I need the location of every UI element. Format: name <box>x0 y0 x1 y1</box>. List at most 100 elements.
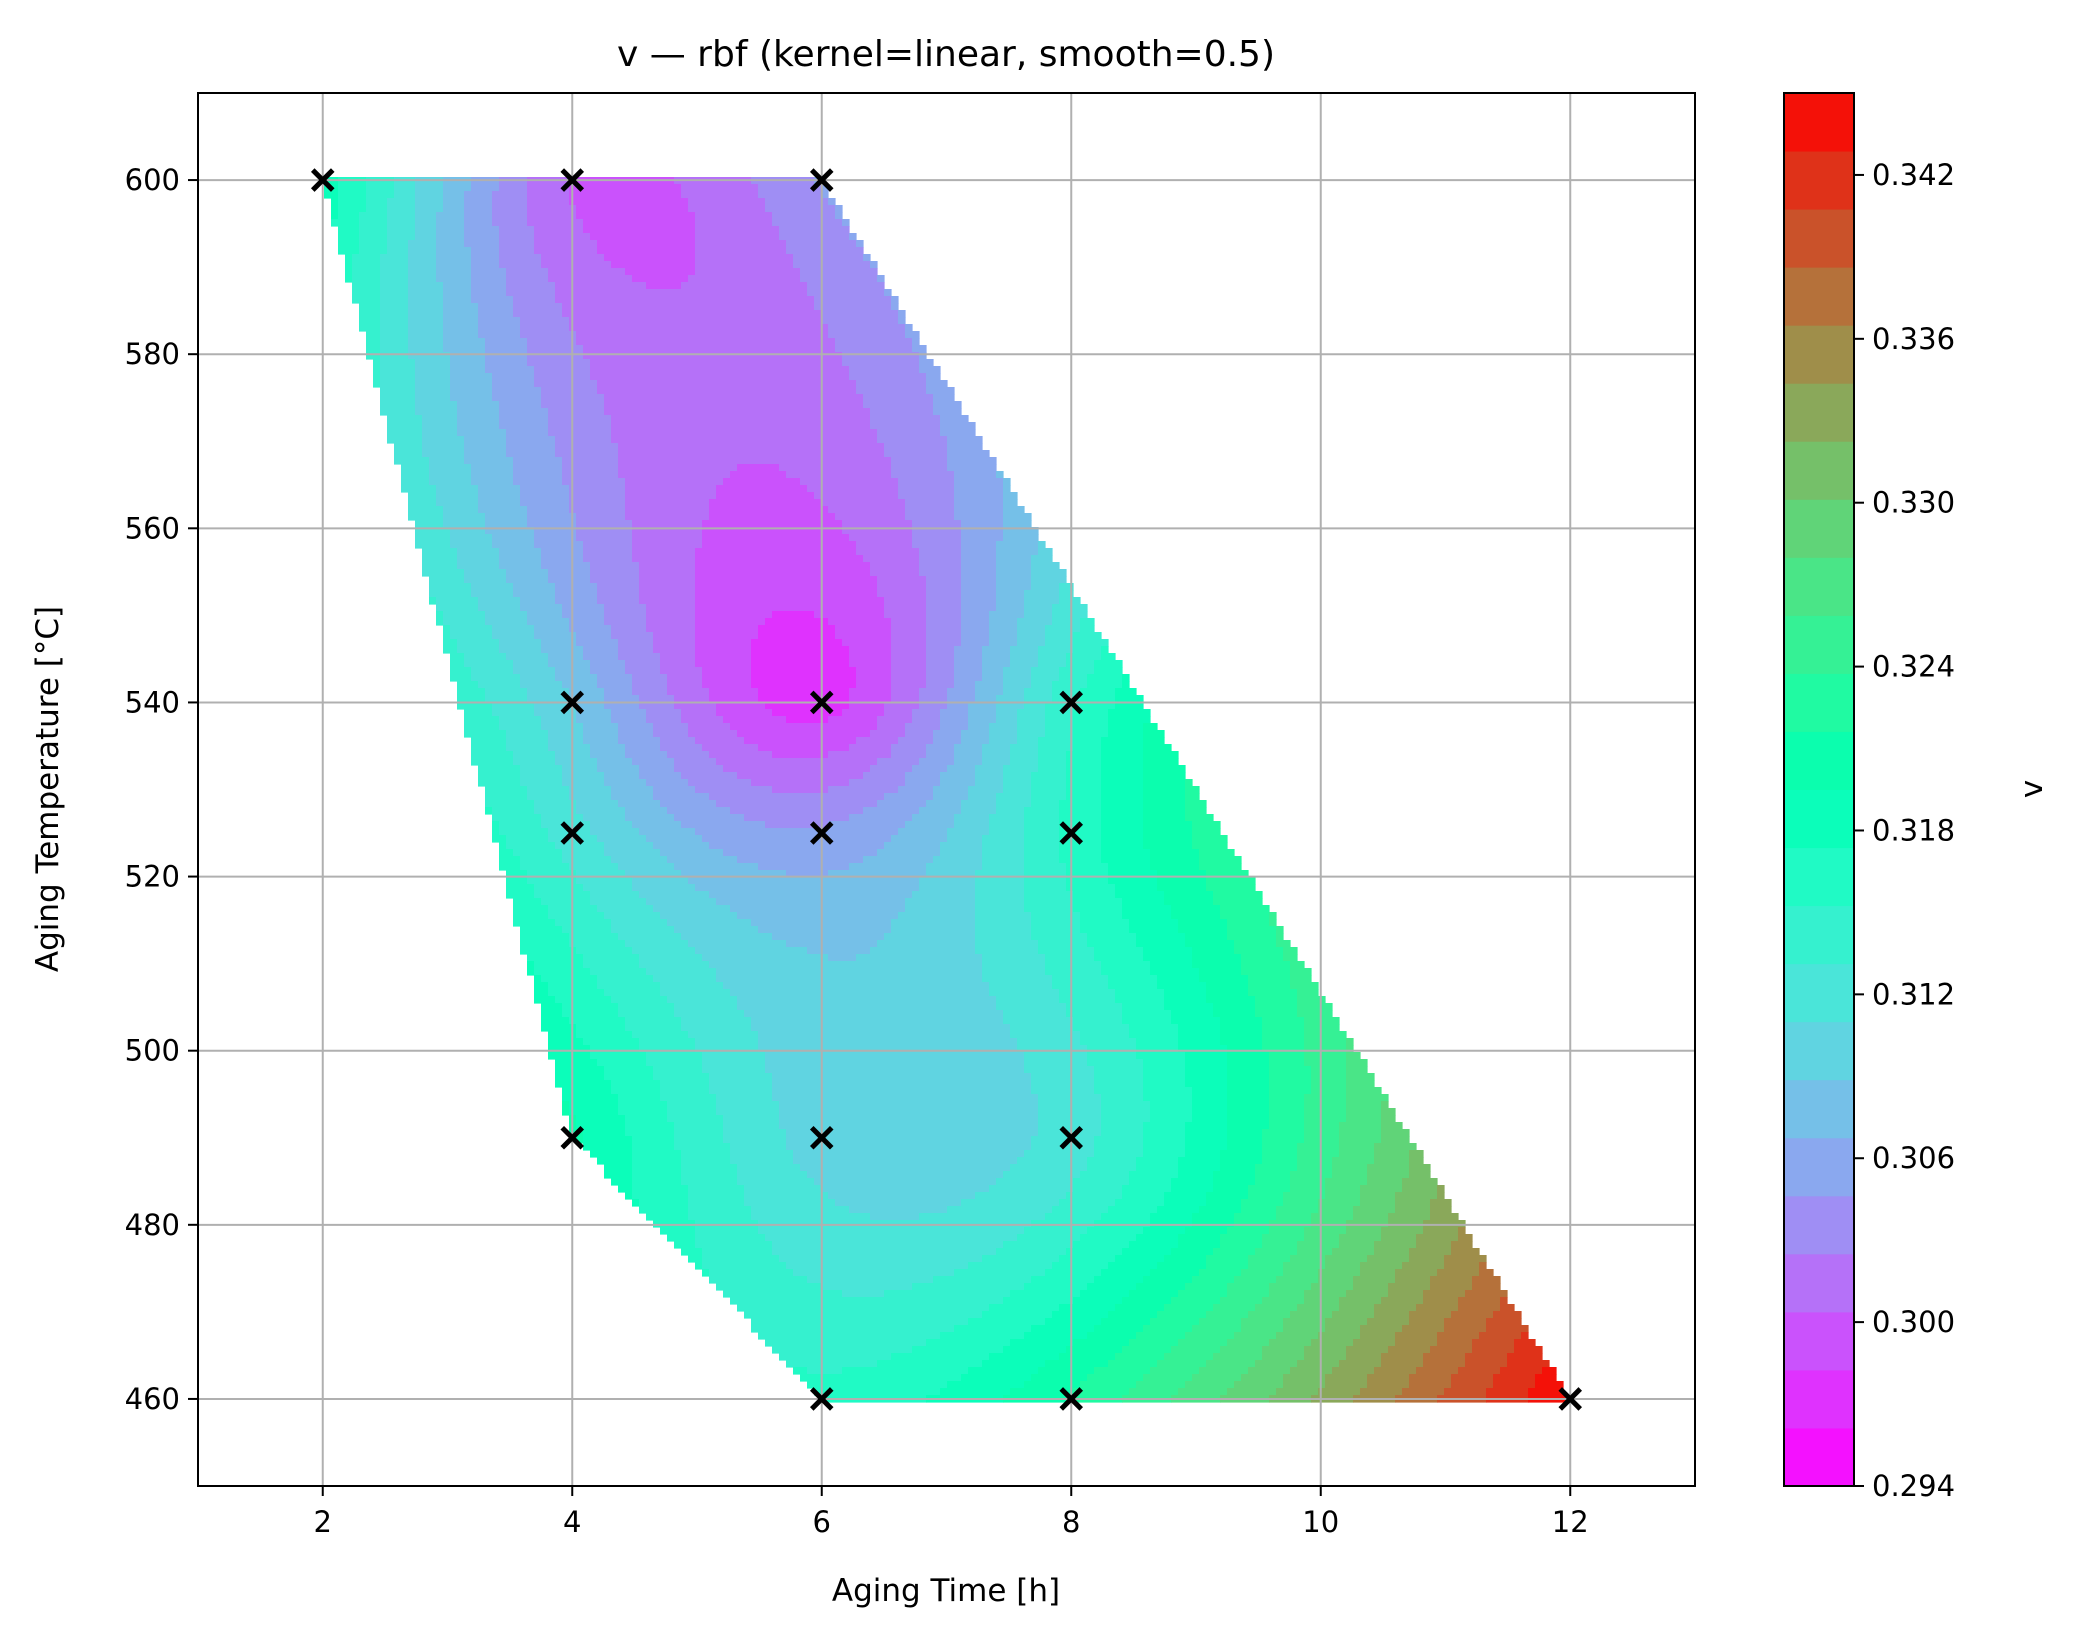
contour-cell <box>611 1080 661 1088</box>
contour-cell <box>625 940 689 948</box>
contour-cell <box>1360 1388 1403 1396</box>
contour-cell <box>1311 1080 1347 1088</box>
contour-cell <box>1143 793 1186 801</box>
contour-cell <box>646 1052 703 1060</box>
contour-cell <box>975 870 1025 878</box>
contour-cell <box>1080 625 1095 633</box>
contour-cell <box>618 471 731 479</box>
contour-cell <box>576 870 626 878</box>
contour-cell <box>1276 1276 1319 1284</box>
contour-cell <box>786 1136 1032 1144</box>
contour-cell <box>975 891 1025 899</box>
contour-cell <box>1283 1374 1326 1382</box>
contour-cell <box>1129 1339 1179 1347</box>
contour-cell <box>457 422 500 430</box>
contour-cell <box>982 751 1011 759</box>
contour-cell <box>485 338 528 346</box>
contour-cell <box>849 366 920 374</box>
contour-cell <box>681 1024 752 1032</box>
contour-cell <box>1010 646 1039 654</box>
contour-cell <box>1101 1269 1151 1277</box>
contour-cell <box>1297 1164 1333 1172</box>
contour-cell <box>982 856 1025 864</box>
contour-cell <box>1024 828 1060 836</box>
contour-cell <box>352 275 381 283</box>
contour-cell <box>380 310 409 318</box>
contour-cell <box>450 667 472 675</box>
contour-cell <box>1185 1283 1228 1291</box>
contour-cell <box>1066 863 1109 871</box>
contour-cell <box>1395 1192 1438 1200</box>
contour-cell <box>408 254 437 262</box>
contour-cell <box>681 716 724 724</box>
contour-cell <box>1143 947 1193 955</box>
contour-cell <box>1458 1367 1501 1375</box>
contour-cell <box>989 814 1025 822</box>
contour-cell <box>632 674 668 682</box>
contour-cell <box>695 639 752 647</box>
contour-cell <box>1024 807 1060 815</box>
contour-cell <box>1318 1276 1354 1284</box>
contour-cell <box>548 268 626 276</box>
contour-cell <box>1003 534 1039 542</box>
contour-cell <box>1276 1206 1319 1214</box>
contour-cell <box>751 653 850 661</box>
contour-cell <box>772 1248 997 1256</box>
contour-cell <box>961 548 997 556</box>
contour-cell <box>1374 1143 1417 1151</box>
contour-cell <box>1402 1388 1445 1396</box>
contour-cell <box>667 674 703 682</box>
contour-cell <box>499 856 521 864</box>
contour-cell <box>695 562 871 570</box>
contour-cell <box>366 338 381 346</box>
contour-cell <box>562 471 619 479</box>
contour-cell <box>1101 856 1151 864</box>
contour-cell <box>828 870 927 878</box>
contour-cell <box>926 380 948 388</box>
contour-cell <box>1045 730 1074 738</box>
contour-cell <box>583 219 696 227</box>
contour-cell <box>1192 1220 1235 1228</box>
contour-cell <box>1024 877 1067 885</box>
contour-cell <box>947 443 983 451</box>
contour-cell <box>702 1269 710 1277</box>
contour-cell <box>646 625 696 633</box>
contour-cell <box>611 415 871 423</box>
contour-cell <box>527 877 577 885</box>
contour-cell <box>632 1171 682 1179</box>
contour-cell <box>387 247 409 255</box>
contour-cell <box>870 562 920 570</box>
contour-cell <box>1052 604 1088 612</box>
contour-cell <box>947 464 997 472</box>
contour-cell <box>415 520 444 528</box>
contour-cell <box>1409 1374 1452 1382</box>
contour-cell <box>1024 590 1060 598</box>
contour-cell <box>940 716 969 724</box>
contour-cell <box>471 478 514 486</box>
contour-cell <box>975 772 1004 780</box>
contour-cell <box>639 1045 696 1053</box>
contour-cell <box>555 436 612 444</box>
contour-cell <box>569 485 626 493</box>
contour-cell <box>772 1094 1039 1102</box>
contour-cell <box>408 499 437 507</box>
contour-cell <box>891 660 927 668</box>
contour-cell <box>541 646 584 654</box>
contour-cell <box>681 1171 738 1179</box>
contour-cell <box>1024 821 1060 829</box>
contour-cell <box>443 296 472 304</box>
contour-cell <box>1031 1325 1095 1333</box>
contour-cell <box>415 527 451 535</box>
contour-cell <box>450 352 486 360</box>
contour-cell <box>807 1171 1004 1179</box>
colorbar-tick-label: 0.306 <box>1872 1141 1955 1175</box>
contour-cell <box>1290 1178 1326 1186</box>
contour-cell <box>422 569 465 577</box>
contour-cell <box>786 1360 878 1368</box>
contour-cell <box>1185 779 1193 787</box>
contour-cell <box>569 695 605 703</box>
contour-cell <box>1451 1374 1494 1382</box>
contour-cell <box>639 590 696 598</box>
contour-cell <box>513 478 563 486</box>
contour-cell <box>674 1143 731 1151</box>
